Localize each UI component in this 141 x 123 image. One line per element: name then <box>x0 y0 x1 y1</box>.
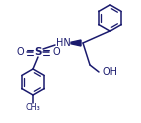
Text: O: O <box>52 47 60 57</box>
Text: CH₃: CH₃ <box>26 102 40 112</box>
Polygon shape <box>71 40 81 46</box>
Text: O: O <box>16 47 24 57</box>
Text: S: S <box>34 47 42 57</box>
Text: OH: OH <box>103 67 117 77</box>
Text: HN: HN <box>56 38 70 48</box>
